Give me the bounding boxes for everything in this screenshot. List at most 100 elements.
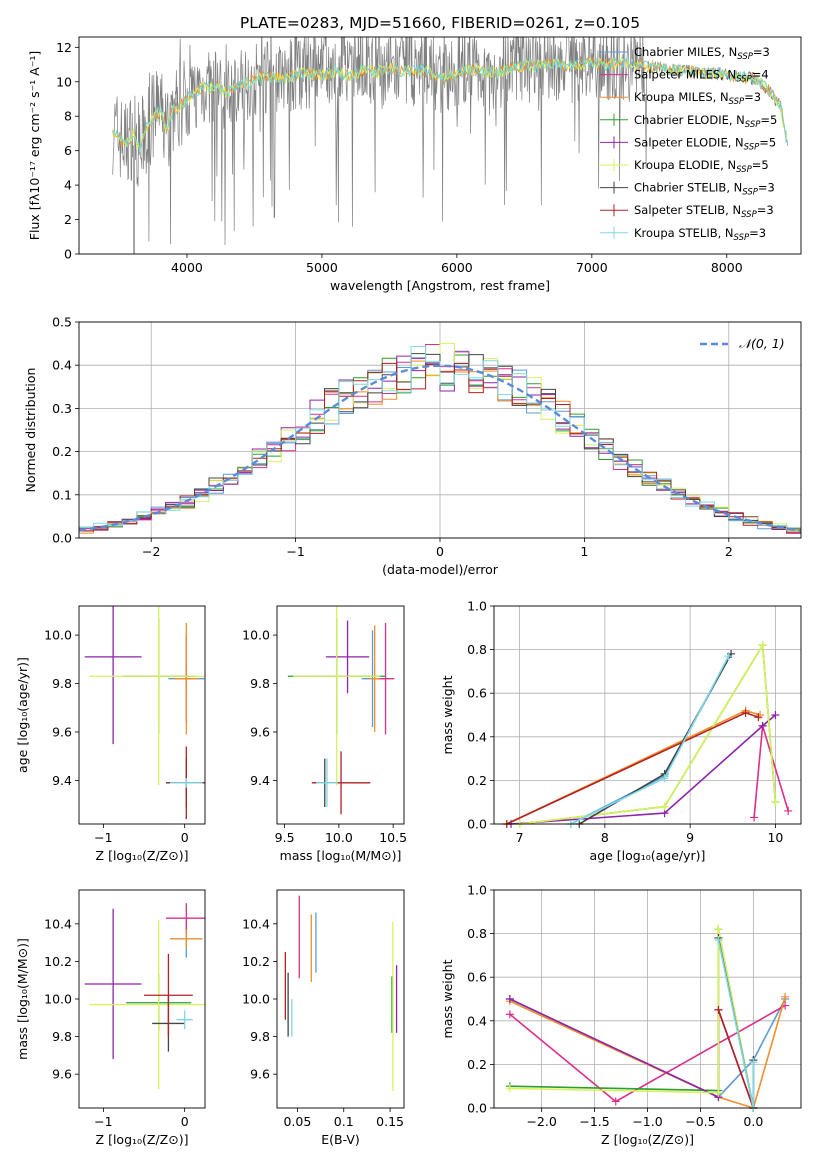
x-tick-label: 1 [580,544,588,559]
x-tick-label: 10.5 [379,830,407,845]
y-tick-label: 1.0 [467,883,487,898]
legend-entry-suffix: =4 [752,68,769,82]
legend-entry-sub: SSP [745,120,761,130]
mass-weight-marker [781,992,790,1001]
spectrum-panel: 4000 5000 6000 7000 8000 0 2 4 6 8 10 12 wavelength … [27,36,802,293]
y-tick-label: 10.0 [242,628,270,643]
mass-weight-marker [741,708,750,717]
mass-weight-marker [750,813,759,822]
legend-entry-sub: SSP [744,142,760,152]
x-tick-label: 0 [181,1114,189,1129]
y-axis-label: mass weight [440,959,455,1038]
y-tick-label: 0 [64,247,72,262]
x-tick-label: 0.1 [334,1114,354,1129]
model-spectrum-line [112,56,787,152]
y-tick-label: 9.6 [52,1067,72,1082]
legend-entry: Chabrier ELODIE, NSSP=5 [634,113,777,130]
mass-vs-metallicity-panel: −1 0 9.6 9.8 10.0 10.2 10.4 Z [log₁₀(Z/Z⊙)] mass… [15,889,206,1147]
legend-entry: Chabrier STELIB, NSSP=3 [634,181,775,198]
y-tick-label: 4 [64,178,72,193]
legend-entry-name: Salpeter MILES, N [634,68,736,82]
y-tick-label: 0.4 [52,358,72,373]
legend-entry-suffix: =5 [759,135,776,149]
x-axis-label: Z [log₁₀(Z/Z⊙)] [601,1132,694,1147]
mass-weight-line [509,996,786,1108]
legend-entry-name: Chabrier STELIB, N [634,181,742,195]
x-axis-label: (data-model)/error [382,562,499,577]
y-tick-label: 0.2 [52,444,72,459]
mass-weight-marker [505,1010,514,1019]
y-tick-label: 0.4 [467,1013,487,1028]
mass-weight-marker [758,721,767,730]
x-tick-label: −1 [94,1114,112,1129]
legend-entry-sub: SSP [736,75,752,85]
age-vs-metallicity-panel: −1 0 9.4 9.6 9.8 10.0 Z [log₁₀(Z/Z⊙)] age [log₁… [15,605,206,863]
x-tick-label: −0.5 [685,1114,715,1129]
legend-entry: Chabrier MILES, NSSP=3 [634,45,770,62]
y-tick-label: 0.2 [467,773,487,788]
legend-entry: Kroupa MILES, NSSP=3 [634,90,761,107]
mass-weight-marker [714,936,723,945]
y-tick-label: 9.8 [52,676,72,691]
y-axis-label: Flux [fλ10⁻¹⁷ erg cm⁻² s⁻¹ A⁻¹] [27,51,42,240]
y-tick-label: 10.4 [44,916,72,931]
y-tick-label: 10.2 [242,954,270,969]
legend-entry-suffix: =5 [752,158,769,172]
legend-entry-name: Salpeter STELIB, N [634,203,741,217]
mass-weight-marker [660,802,669,811]
mass-weight-marker [714,925,723,934]
y-tick-label: 0.0 [52,531,72,546]
x-tick-label: 9.5 [275,830,295,845]
x-tick-label: 0 [181,830,189,845]
y-tick-label: 9.6 [250,1067,270,1082]
legend-entry-suffix: =3 [753,45,770,59]
x-tick-label: 5000 [306,260,338,275]
metallicity-mass-weight-panel: −2.0 −1.5 −1.0 −0.5 0.0 0.0 0.2 0.4 0.6 0.8 1.0 Z [… [440,883,802,1147]
y-tick-label: 10.0 [44,992,72,1007]
y-tick-label: 0.8 [467,926,487,941]
x-tick-label: −1 [286,544,304,559]
y-tick-label: 0.6 [467,686,487,701]
y-axis-label: Normed distribution [23,368,38,493]
histogram-step-line [79,346,801,531]
y-tick-label: 10.0 [44,628,72,643]
legend-entry-name: Chabrier ELODIE, N [634,113,745,127]
mass-weight-marker [505,995,514,1003]
legend-entry-name: Kroupa STELIB, N [634,226,734,240]
x-tick-label: 6000 [441,260,473,275]
mass-weight-marker [754,713,763,722]
mass-weight-marker [771,711,780,719]
legend-entry-sub: SSP [729,97,745,107]
x-tick-label: 4000 [171,260,203,275]
legend-entry: 𝒩(0, 1) [739,336,785,351]
legend-entry-suffix: =3 [758,181,775,195]
x-axis-label: mass [log₁₀(M/M⊙)] [280,848,402,863]
x-tick-label: 0.0 [743,1114,763,1129]
x-tick-label: 0.05 [283,1114,311,1129]
x-tick-label: −2.0 [526,1114,556,1129]
mass-weight-marker [784,806,793,815]
normal-distribution-curve [79,364,801,532]
legend-entry-suffix: =3 [749,226,766,240]
x-tick-label: 2 [725,544,733,559]
x-axis-label: wavelength [Angstrom, rest frame] [330,278,550,293]
axes-frame [78,321,802,539]
axes-frame [276,889,405,1109]
axes-frame [276,605,405,825]
mass-weight-line [717,1009,755,1108]
x-tick-label: 8000 [711,260,743,275]
mass-vs-ebv-panel: 0.05 0.1 0.15 9.6 9.8 10.0 10.2 10.4 E(B-V) [242,889,405,1147]
mass-weight-line [519,642,777,824]
legend-entry: Salpeter STELIB, NSSP=3 [634,203,774,220]
legend-entry-sub: SSP [741,210,757,220]
mass-weight-marker [714,1088,723,1097]
legend-entry: Kroupa ELODIE, NSSP=5 [634,158,769,175]
x-tick-label: 10.0 [325,830,353,845]
x-tick-label: 10 [767,830,783,845]
y-tick-label: 9.8 [52,1029,72,1044]
x-tick-label: 7000 [576,260,608,275]
y-axis-label: mass weight [440,675,455,754]
legend-entry-name: Kroupa MILES, N [634,90,729,104]
mass-weight-marker [611,1097,620,1106]
